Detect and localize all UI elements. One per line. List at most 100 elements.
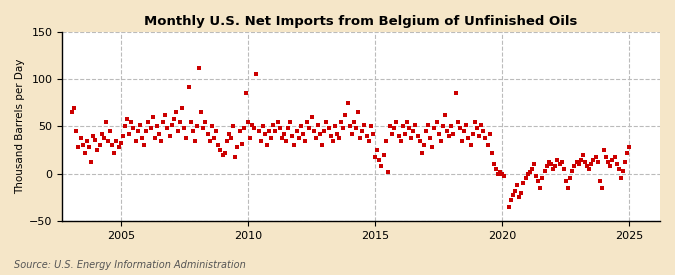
- Point: [495, 170, 506, 174]
- Point: [179, 126, 190, 131]
- Point: [446, 124, 457, 129]
- Point: [285, 120, 296, 124]
- Point: [73, 145, 84, 150]
- Point: [385, 124, 396, 129]
- Point: [537, 176, 548, 181]
- Point: [395, 139, 406, 143]
- Point: [298, 132, 308, 136]
- Point: [262, 143, 273, 148]
- Point: [376, 164, 387, 168]
- Point: [329, 124, 340, 129]
- Point: [408, 129, 418, 133]
- Point: [518, 181, 529, 185]
- Point: [230, 155, 240, 159]
- Point: [215, 148, 226, 152]
- Point: [558, 167, 569, 171]
- Point: [279, 132, 290, 136]
- Point: [306, 115, 317, 119]
- Point: [323, 126, 334, 131]
- Point: [115, 140, 126, 145]
- Point: [175, 120, 186, 124]
- Point: [363, 139, 374, 143]
- Point: [124, 132, 134, 136]
- Point: [194, 66, 205, 70]
- Point: [480, 136, 491, 140]
- Point: [506, 198, 516, 202]
- Point: [491, 167, 502, 171]
- Point: [149, 136, 160, 140]
- Point: [416, 151, 427, 155]
- Point: [414, 139, 425, 143]
- Point: [313, 122, 323, 127]
- Point: [541, 164, 552, 168]
- Point: [393, 134, 404, 138]
- Point: [383, 170, 394, 174]
- Point: [486, 151, 497, 155]
- Point: [196, 110, 207, 114]
- Point: [467, 132, 478, 136]
- Point: [67, 110, 78, 114]
- Point: [410, 122, 421, 127]
- Point: [469, 120, 480, 124]
- Point: [381, 139, 392, 143]
- Point: [526, 167, 537, 171]
- Point: [592, 160, 603, 165]
- Point: [441, 129, 452, 133]
- Point: [452, 120, 463, 124]
- Point: [300, 139, 310, 143]
- Point: [418, 143, 429, 148]
- Point: [139, 143, 150, 148]
- Point: [213, 143, 223, 148]
- Point: [370, 155, 381, 159]
- Point: [569, 164, 580, 168]
- Point: [482, 143, 493, 148]
- Point: [575, 157, 586, 162]
- Point: [520, 176, 531, 181]
- Point: [493, 172, 504, 176]
- Point: [624, 145, 635, 150]
- Point: [97, 132, 107, 136]
- Point: [132, 129, 143, 133]
- Point: [550, 164, 561, 168]
- Point: [319, 129, 329, 133]
- Point: [531, 174, 541, 178]
- Point: [242, 120, 253, 124]
- Point: [397, 124, 408, 129]
- Point: [400, 132, 410, 136]
- Point: [406, 136, 416, 140]
- Point: [211, 129, 221, 133]
- Point: [79, 151, 90, 155]
- Point: [251, 72, 262, 77]
- Point: [340, 113, 351, 117]
- Point: [514, 195, 524, 200]
- Point: [484, 132, 495, 136]
- Point: [225, 136, 236, 140]
- Point: [616, 176, 626, 181]
- Point: [560, 179, 571, 183]
- Point: [554, 162, 565, 166]
- Point: [255, 139, 266, 143]
- Point: [69, 105, 80, 110]
- Point: [153, 132, 164, 136]
- Point: [584, 167, 595, 171]
- Point: [234, 129, 245, 133]
- Point: [302, 120, 313, 124]
- Point: [200, 120, 211, 124]
- Point: [590, 155, 601, 159]
- Point: [134, 122, 145, 127]
- Point: [190, 139, 200, 143]
- Point: [599, 148, 610, 152]
- Point: [327, 139, 338, 143]
- Point: [543, 160, 554, 165]
- Point: [597, 186, 608, 190]
- Point: [473, 134, 484, 138]
- Point: [338, 126, 349, 131]
- Point: [141, 129, 152, 133]
- Point: [352, 110, 363, 114]
- Point: [435, 139, 446, 143]
- Point: [209, 136, 219, 140]
- Point: [556, 160, 567, 165]
- Point: [117, 134, 128, 138]
- Point: [516, 191, 526, 195]
- Point: [287, 134, 298, 138]
